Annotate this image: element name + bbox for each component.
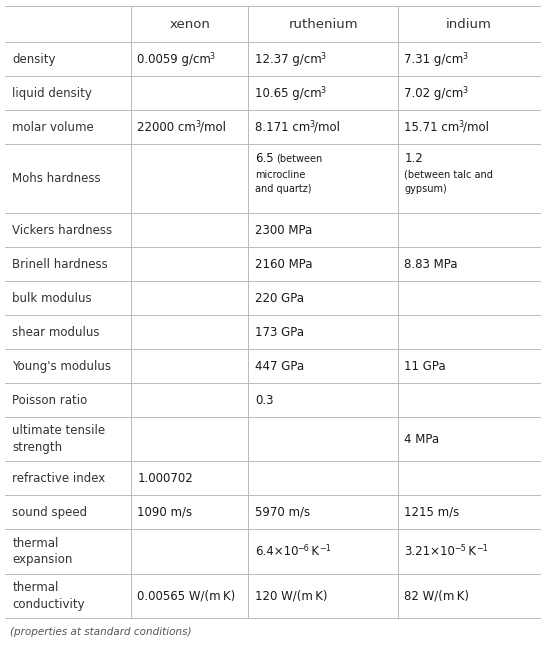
Text: 7.02 g/cm: 7.02 g/cm — [404, 87, 464, 100]
Text: density: density — [13, 53, 56, 66]
Text: 4 MPa: 4 MPa — [404, 433, 440, 446]
Text: microcline: microcline — [255, 169, 305, 180]
Text: 3: 3 — [463, 52, 468, 61]
Text: 447 GPa: 447 GPa — [255, 360, 304, 373]
Text: 22000 cm: 22000 cm — [137, 121, 196, 134]
Text: 0.3: 0.3 — [255, 393, 274, 406]
Text: 3: 3 — [210, 52, 215, 61]
Text: 0.00565 W/(m K): 0.00565 W/(m K) — [137, 589, 235, 603]
Text: 1.000702: 1.000702 — [137, 472, 193, 485]
Text: Young's modulus: Young's modulus — [13, 360, 111, 373]
Text: 12.37 g/cm: 12.37 g/cm — [255, 53, 322, 66]
Text: /mol: /mol — [463, 121, 489, 134]
Text: sound speed: sound speed — [13, 506, 88, 519]
Text: 3: 3 — [195, 120, 200, 129]
Text: 5970 m/s: 5970 m/s — [255, 506, 310, 519]
Text: 3: 3 — [320, 86, 325, 95]
Text: (between talc and: (between talc and — [404, 169, 493, 180]
Text: 10.65 g/cm: 10.65 g/cm — [255, 87, 322, 100]
Text: xenon: xenon — [169, 18, 210, 31]
Text: liquid density: liquid density — [13, 87, 92, 100]
Text: (properties at standard conditions): (properties at standard conditions) — [10, 627, 191, 637]
Text: 220 GPa: 220 GPa — [255, 291, 304, 304]
Text: 1215 m/s: 1215 m/s — [404, 506, 459, 519]
Text: 82 W/(m K): 82 W/(m K) — [404, 589, 469, 603]
Text: 8.171 cm: 8.171 cm — [255, 121, 310, 134]
Text: 1090 m/s: 1090 m/s — [137, 506, 192, 519]
Text: 120 W/(m K): 120 W/(m K) — [255, 589, 328, 603]
Text: /mol: /mol — [200, 121, 226, 134]
Text: 2160 MPa: 2160 MPa — [255, 258, 312, 271]
Text: 173 GPa: 173 GPa — [255, 326, 304, 339]
Text: −1: −1 — [319, 544, 331, 553]
Text: 3: 3 — [463, 86, 468, 95]
Text: 8.83 MPa: 8.83 MPa — [404, 258, 458, 271]
Text: Brinell hardness: Brinell hardness — [13, 258, 108, 271]
Text: molar volume: molar volume — [13, 121, 94, 134]
Text: 3: 3 — [458, 120, 464, 129]
Text: indium: indium — [446, 18, 492, 31]
Text: Mohs hardness: Mohs hardness — [13, 172, 101, 185]
Text: 3: 3 — [320, 52, 325, 61]
Text: 2300 MPa: 2300 MPa — [255, 223, 312, 236]
Text: thermal
conductivity: thermal conductivity — [13, 582, 85, 611]
Text: −1: −1 — [476, 544, 487, 553]
Text: 6.5: 6.5 — [255, 152, 274, 165]
Text: 3: 3 — [309, 120, 314, 129]
Text: (between: (between — [276, 153, 322, 163]
Text: 0.0059 g/cm: 0.0059 g/cm — [137, 53, 211, 66]
Text: 1.2: 1.2 — [404, 152, 423, 165]
Text: shear modulus: shear modulus — [13, 326, 100, 339]
Text: −6: −6 — [298, 544, 309, 553]
Text: −5: −5 — [455, 544, 466, 553]
Text: Poisson ratio: Poisson ratio — [13, 393, 88, 406]
Text: 7.31 g/cm: 7.31 g/cm — [404, 53, 464, 66]
Text: 15.71 cm: 15.71 cm — [404, 121, 459, 134]
Text: ruthenium: ruthenium — [288, 18, 358, 31]
Text: refractive index: refractive index — [13, 472, 106, 485]
Text: gypsum): gypsum) — [404, 184, 447, 194]
Text: ultimate tensile
strength: ultimate tensile strength — [13, 424, 106, 454]
Text: and quartz): and quartz) — [255, 184, 311, 194]
Text: thermal
expansion: thermal expansion — [13, 537, 73, 567]
Text: /mol: /mol — [314, 121, 340, 134]
Text: K: K — [309, 545, 319, 558]
Text: 3.21×10: 3.21×10 — [404, 545, 455, 558]
Text: K: K — [466, 545, 476, 558]
Text: 6.4×10: 6.4×10 — [255, 545, 298, 558]
Text: 11 GPa: 11 GPa — [404, 360, 446, 373]
Text: Vickers hardness: Vickers hardness — [13, 223, 112, 236]
Text: bulk modulus: bulk modulus — [13, 291, 92, 304]
